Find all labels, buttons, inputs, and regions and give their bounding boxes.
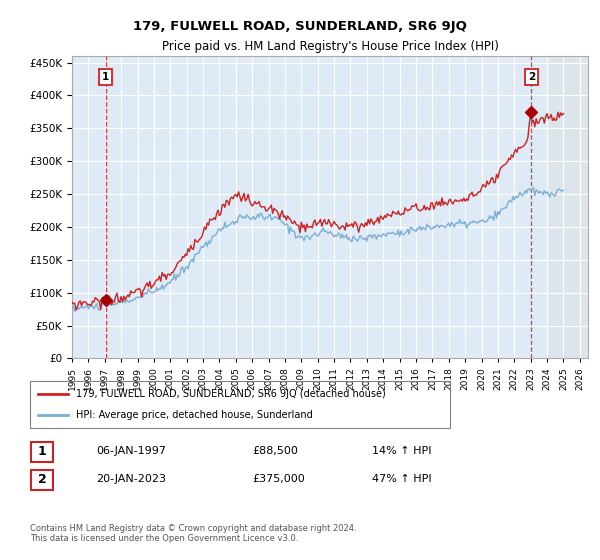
Bar <box>547 56 588 358</box>
Title: Price paid vs. HM Land Registry's House Price Index (HPI): Price paid vs. HM Land Registry's House … <box>161 40 499 53</box>
Text: HPI: Average price, detached house, Sunderland: HPI: Average price, detached house, Sund… <box>76 410 313 420</box>
Text: 1: 1 <box>102 72 109 82</box>
Text: Contains HM Land Registry data © Crown copyright and database right 2024.
This d: Contains HM Land Registry data © Crown c… <box>30 524 356 543</box>
Text: 14% ↑ HPI: 14% ↑ HPI <box>372 446 431 456</box>
Text: 2: 2 <box>528 72 535 82</box>
Text: £88,500: £88,500 <box>252 446 298 456</box>
Text: 179, FULWELL ROAD, SUNDERLAND, SR6 9JQ: 179, FULWELL ROAD, SUNDERLAND, SR6 9JQ <box>133 20 467 32</box>
Text: 06-JAN-1997: 06-JAN-1997 <box>96 446 166 456</box>
Text: £375,000: £375,000 <box>252 474 305 484</box>
Text: 20-JAN-2023: 20-JAN-2023 <box>96 474 166 484</box>
Text: 2: 2 <box>38 473 46 487</box>
Text: 179, FULWELL ROAD, SUNDERLAND, SR6 9JQ (detached house): 179, FULWELL ROAD, SUNDERLAND, SR6 9JQ (… <box>76 389 386 399</box>
Text: 1: 1 <box>38 445 46 459</box>
Bar <box>547 56 588 358</box>
Text: 47% ↑ HPI: 47% ↑ HPI <box>372 474 431 484</box>
